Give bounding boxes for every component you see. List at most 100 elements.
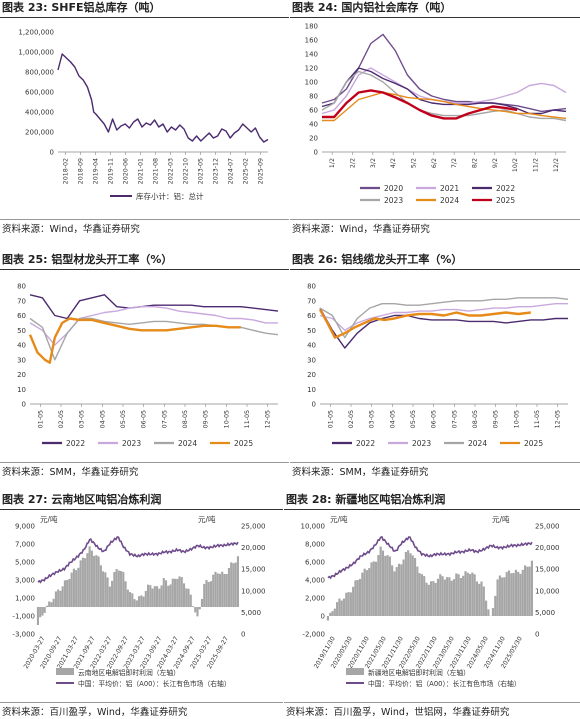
- profit-bar: [41, 607, 44, 616]
- profit-bar: [88, 546, 91, 607]
- profit-bar: [384, 555, 387, 616]
- y-tick-label: 40: [309, 121, 318, 129]
- y-tick-label-left: 10,000: [301, 523, 326, 531]
- profit-bar: [402, 559, 405, 616]
- profit-bar: [144, 590, 147, 607]
- legend-label: 2020: [384, 184, 403, 193]
- profit-bar: [218, 573, 222, 607]
- legend-swatch: [346, 668, 364, 675]
- x-tick-label: 4/2: [390, 158, 397, 168]
- y-tick-label: 50: [307, 327, 316, 335]
- y-tick-label-right: 5,000: [535, 609, 555, 617]
- y-tick-label-left: 3,000: [15, 577, 35, 585]
- x-tick-label: 2020-06: [123, 158, 130, 184]
- profit-bar: [230, 562, 233, 607]
- profit-bar: [48, 601, 51, 607]
- series-line: [321, 33, 567, 113]
- y-tick-label-right: 15,000: [535, 566, 560, 574]
- profit-bar: [427, 584, 430, 616]
- y-tick-label-left: 6,000: [305, 559, 325, 567]
- profit-bar: [340, 600, 343, 616]
- y-tick-label: 10: [307, 386, 316, 394]
- x-tick-label: 03-05: [79, 410, 86, 428]
- panel-title: 图表 28: 新疆地区吨铝冶炼利润: [286, 493, 446, 506]
- legend-label: 2023: [412, 439, 431, 448]
- profit-bar: [133, 599, 136, 607]
- source-note: 资料来源：百川盈孚，Wind，世铝网，华鑫证券研究: [286, 707, 510, 718]
- profit-bar: [501, 577, 504, 616]
- profit-bar: [84, 558, 87, 607]
- profit-bar: [363, 568, 366, 616]
- profit-bar: [43, 607, 46, 613]
- profit-bar: [61, 586, 64, 607]
- profit-bar: [185, 588, 188, 607]
- y-tick-label: 60: [17, 312, 26, 320]
- profit-bar: [333, 608, 336, 616]
- profit-bar: [187, 588, 190, 607]
- profit-bar: [77, 567, 80, 607]
- profit-bar: [212, 574, 215, 607]
- profit-bar: [59, 590, 62, 607]
- profit-bar: [164, 580, 168, 607]
- profit-bar: [162, 578, 165, 607]
- profit-bar: [439, 574, 442, 616]
- x-tick-label: 02-05: [58, 410, 65, 428]
- panel-27: 图表 27: 云南地区吨铝冶炼利润 元/吨 元/吨 -3,000 -1,000 1,00…: [0, 492, 283, 719]
- profit-bar: [79, 560, 82, 607]
- x-tick-label: 2024-07: [228, 158, 235, 184]
- panel-24: 图表 24: 国内铝社会库存（吨） 0 20 40 60 80 100 120 140 160 1…: [290, 0, 580, 240]
- title-rule: [0, 509, 283, 510]
- unit-label-right: 元/吨: [198, 514, 216, 524]
- profit-bar: [178, 576, 181, 607]
- price-line: [327, 535, 533, 580]
- unit-label-right: 元/吨: [492, 514, 510, 524]
- profit-bar: [505, 572, 508, 616]
- panel-25: 图表 25: 铝型材龙头开工率（%） 0 10 20 30 40 50 60 70 80 01-0…: [0, 252, 289, 480]
- x-tick-label: 2018-09: [78, 158, 85, 184]
- y-tick-label: 200,000: [25, 129, 54, 137]
- profit-bar: [173, 578, 177, 607]
- profit-bar: [485, 600, 488, 616]
- profit-bar: [395, 567, 398, 616]
- y-tick-label-left: -3,000: [12, 631, 35, 639]
- x-tick-label: 2021-08: [153, 158, 160, 184]
- profit-bar: [36, 607, 39, 625]
- profit-bar: [496, 579, 499, 616]
- profit-bar: [169, 584, 172, 607]
- profit-bar: [450, 580, 453, 616]
- profit-bar: [503, 577, 506, 616]
- legend-label: 云南地区电解铝即时利润（左轴）: [78, 668, 180, 677]
- profit-bar: [448, 577, 451, 616]
- profit-bar: [86, 553, 89, 607]
- profit-bar: [171, 578, 174, 607]
- profit-bar: [236, 556, 239, 607]
- profit-bar: [97, 556, 100, 607]
- profit-bar: [368, 568, 371, 616]
- y-tick-label-right: 25,000: [241, 523, 266, 531]
- source-rule: [290, 219, 580, 220]
- panel-title: 图表 26: 铝线缆龙头开工率（%）: [292, 253, 463, 266]
- panel-23: 图表 23: SHFE铝总库存（吨） 0 200,000 400,000 600,00…: [0, 0, 289, 240]
- y-tick-label-left: 2,000: [305, 595, 325, 603]
- profit-bar: [436, 578, 440, 616]
- profit-bar: [155, 586, 159, 607]
- panel-title: 图表 23: SHFE铝总库存（吨）: [2, 1, 161, 14]
- x-tick-label: 8/2: [472, 158, 479, 168]
- source-note: 资料来源：SMM，华鑫证券研究: [2, 467, 139, 478]
- x-tick-label: 07-05: [161, 410, 168, 428]
- profit-bar: [379, 546, 382, 616]
- unit-label-left: 元/吨: [330, 514, 348, 524]
- profit-bar: [209, 581, 213, 607]
- source-note: 资料来源：Wind，华鑫证券研究: [292, 224, 430, 235]
- y-tick-label-left: 9,000: [15, 523, 35, 531]
- profit-bar: [120, 571, 123, 607]
- x-tick-label: 08-05: [472, 410, 479, 428]
- y-tick-label: 50: [17, 327, 26, 335]
- x-tick-label: 2022-03: [168, 158, 175, 184]
- legend-label: 2025: [234, 439, 253, 448]
- profit-bar: [124, 581, 127, 607]
- title-rule: [284, 509, 580, 510]
- profit-bar: [122, 571, 125, 607]
- profit-bar: [349, 592, 352, 616]
- profit-bar: [216, 573, 219, 607]
